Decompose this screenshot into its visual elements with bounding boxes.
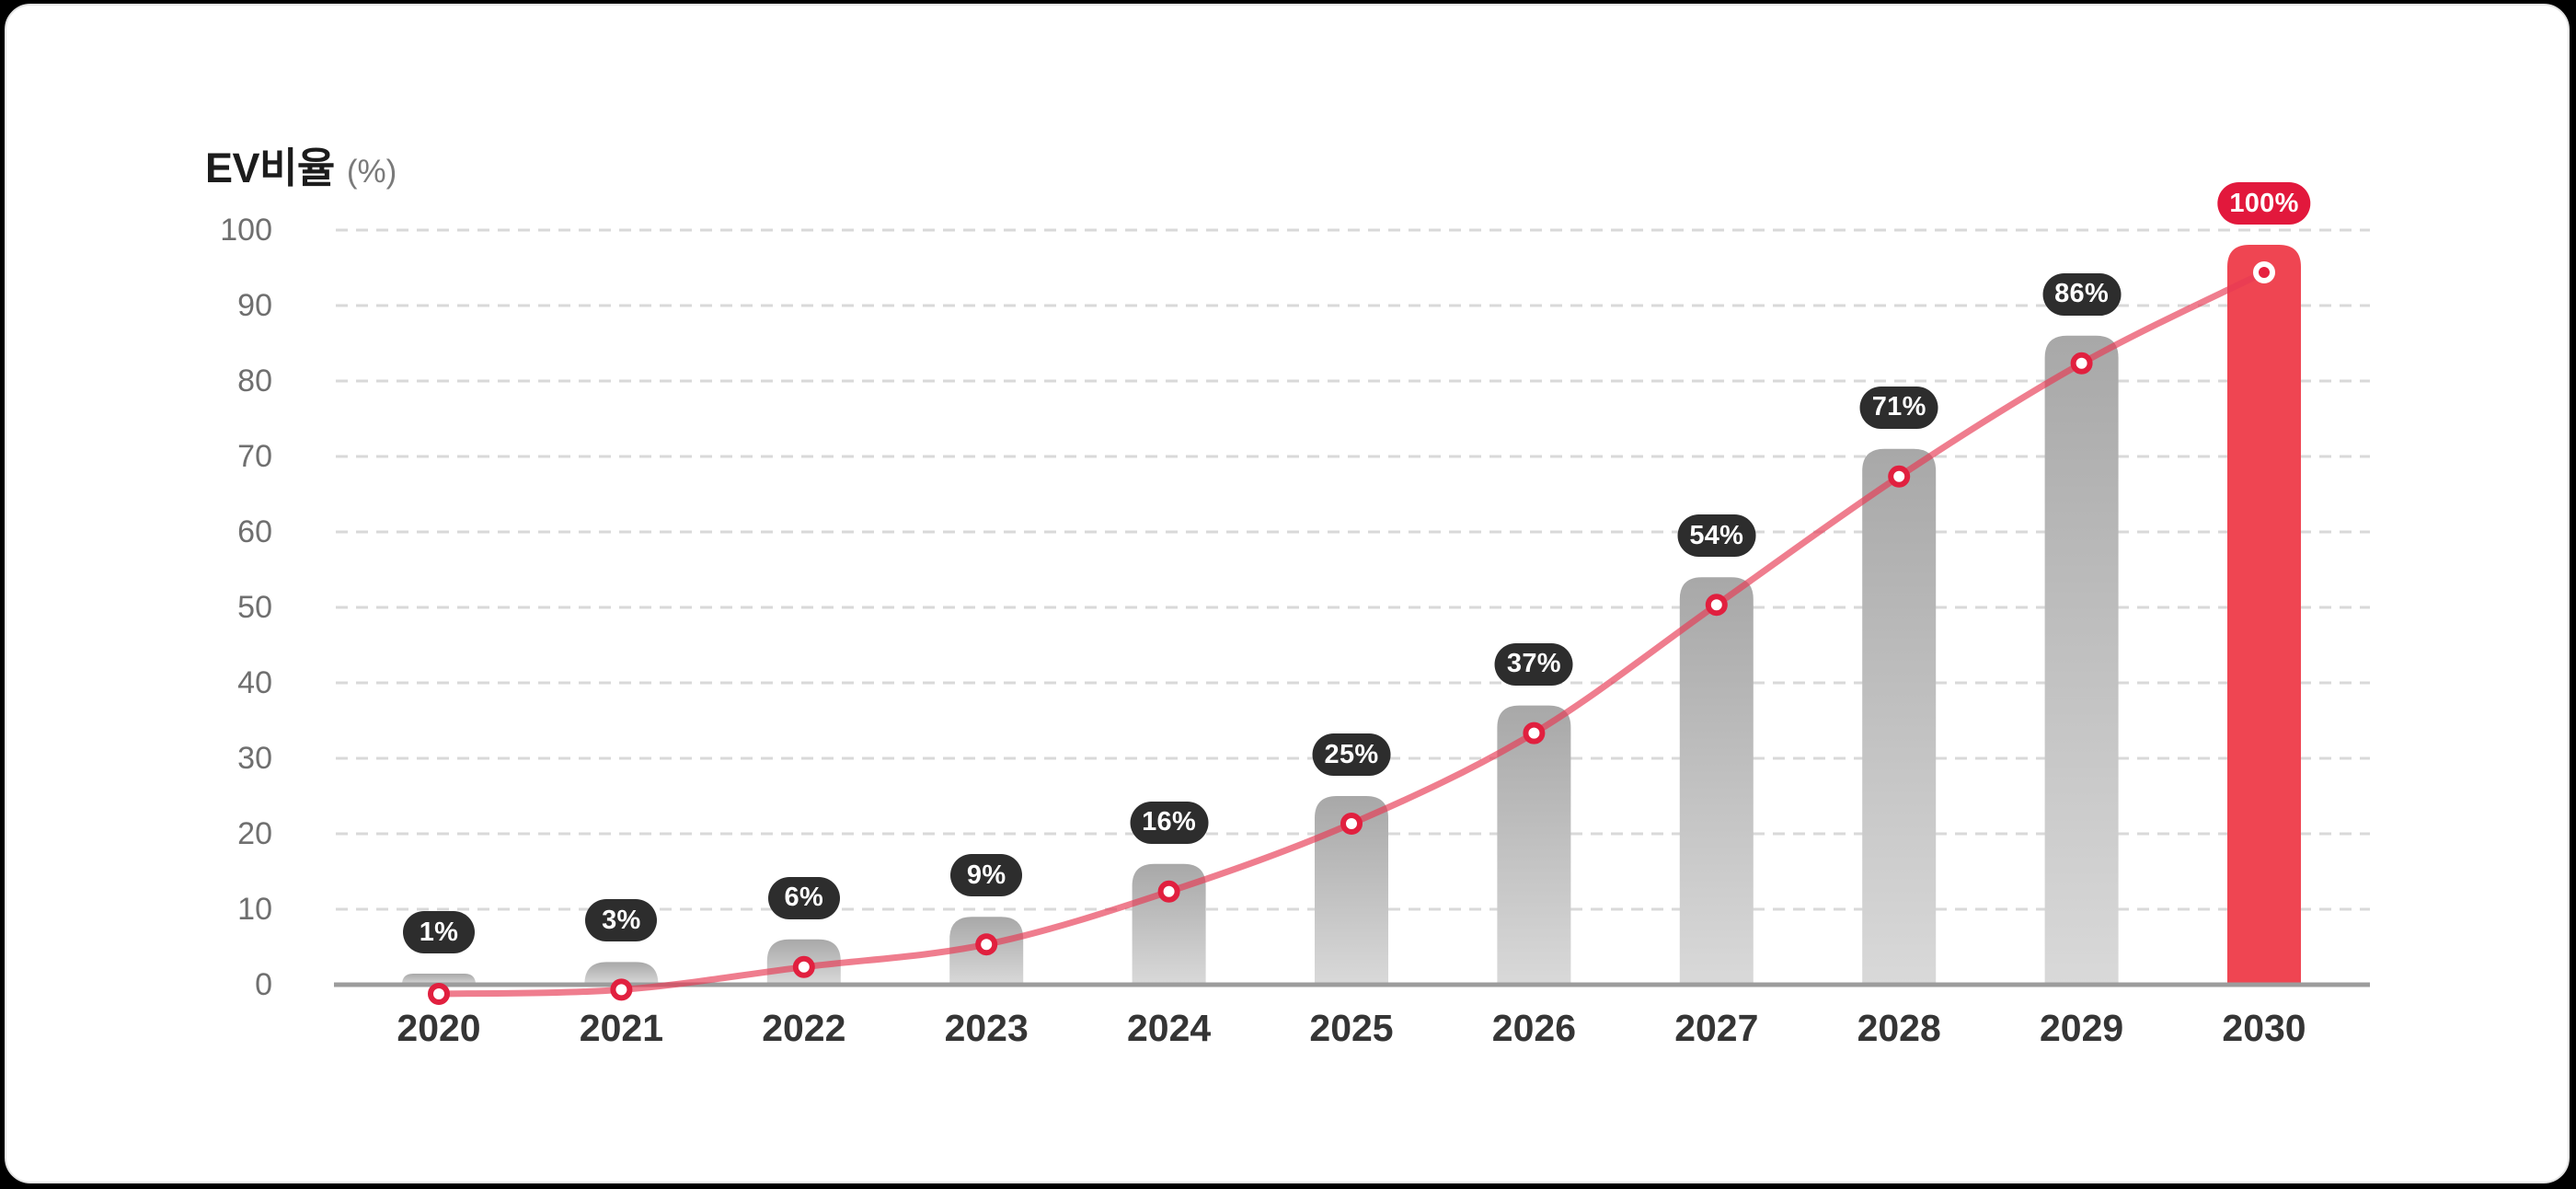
value-badge-2022: 6% bbox=[767, 876, 840, 919]
value-badge-2024: 16% bbox=[1130, 801, 1209, 844]
value-badge-2021: 3% bbox=[585, 899, 658, 942]
x-axis-label-2029: 2029 bbox=[2039, 1007, 2124, 1049]
line-marker-2023 bbox=[975, 933, 998, 956]
line-marker-2028 bbox=[1888, 465, 1911, 488]
y-axis-tick-70: 70 bbox=[237, 439, 272, 474]
line-marker-2022 bbox=[792, 955, 815, 978]
bar-2027 bbox=[1679, 577, 1754, 985]
value-badge-2025: 25% bbox=[1312, 733, 1391, 776]
x-axis-label-2027: 2027 bbox=[1674, 1007, 1759, 1049]
value-badge-2029: 86% bbox=[2042, 272, 2122, 316]
value-badge-2020: 1% bbox=[403, 911, 475, 953]
bar-2024 bbox=[1132, 863, 1206, 985]
value-badge-2026: 37% bbox=[1494, 642, 1573, 686]
line-marker-2024 bbox=[1157, 880, 1180, 903]
y-axis-tick-0: 0 bbox=[255, 967, 272, 1002]
bar-2025 bbox=[1315, 796, 1388, 985]
value-badge-2028: 71% bbox=[1859, 386, 1938, 429]
y-axis-tick-80: 80 bbox=[237, 364, 272, 398]
x-axis-label-2021: 2021 bbox=[579, 1007, 663, 1049]
x-axis-label-2023: 2023 bbox=[944, 1007, 1029, 1049]
line-marker-2026 bbox=[1523, 721, 1546, 745]
bar-2028 bbox=[1862, 448, 1937, 985]
bar-2029 bbox=[2044, 335, 2119, 985]
x-axis-label-2024: 2024 bbox=[1126, 1007, 1212, 1049]
bar-2026 bbox=[1497, 705, 1571, 985]
line-marker-2027 bbox=[1705, 594, 1728, 617]
x-axis-label-2026: 2026 bbox=[1491, 1007, 1576, 1049]
line-marker-2030 bbox=[2253, 261, 2275, 283]
bar-2020 bbox=[402, 974, 476, 985]
line-marker-2025 bbox=[1340, 813, 1363, 835]
x-axis-label-2030: 2030 bbox=[2222, 1007, 2306, 1049]
y-axis-tick-60: 60 bbox=[237, 514, 272, 549]
bar-2021 bbox=[584, 962, 659, 985]
value-badge-2027: 54% bbox=[1677, 514, 1756, 558]
line-marker-2029 bbox=[2070, 352, 2093, 375]
y-axis-tick-50: 50 bbox=[237, 590, 272, 625]
y-axis-tick-100: 100 bbox=[220, 213, 272, 248]
x-axis-label-2028: 2028 bbox=[1857, 1007, 1941, 1049]
bar-2030 bbox=[2227, 245, 2301, 985]
value-badge-2023: 9% bbox=[950, 854, 1023, 897]
y-axis-tick-90: 90 bbox=[237, 288, 272, 323]
line-marker-2020 bbox=[428, 983, 450, 1005]
y-axis-tick-40: 40 bbox=[237, 665, 272, 700]
line-marker-2021 bbox=[610, 978, 633, 1001]
x-axis-label-2022: 2022 bbox=[762, 1007, 846, 1049]
chart-title: EV비율 (%) bbox=[205, 134, 397, 194]
bars bbox=[402, 245, 2301, 985]
x-axis-label-2025: 2025 bbox=[1309, 1007, 1394, 1049]
value-badge-2030: 100% bbox=[2217, 182, 2311, 225]
x-axis-label-2020: 2020 bbox=[397, 1007, 481, 1049]
y-axis-tick-20: 20 bbox=[237, 816, 272, 851]
chart-title-unit: (%) bbox=[346, 154, 397, 190]
chart-title-text: EV비율 bbox=[205, 144, 335, 191]
line-markers bbox=[428, 261, 2275, 1005]
y-axis-tick-30: 30 bbox=[237, 741, 272, 776]
y-axis-tick-10: 10 bbox=[237, 892, 272, 927]
